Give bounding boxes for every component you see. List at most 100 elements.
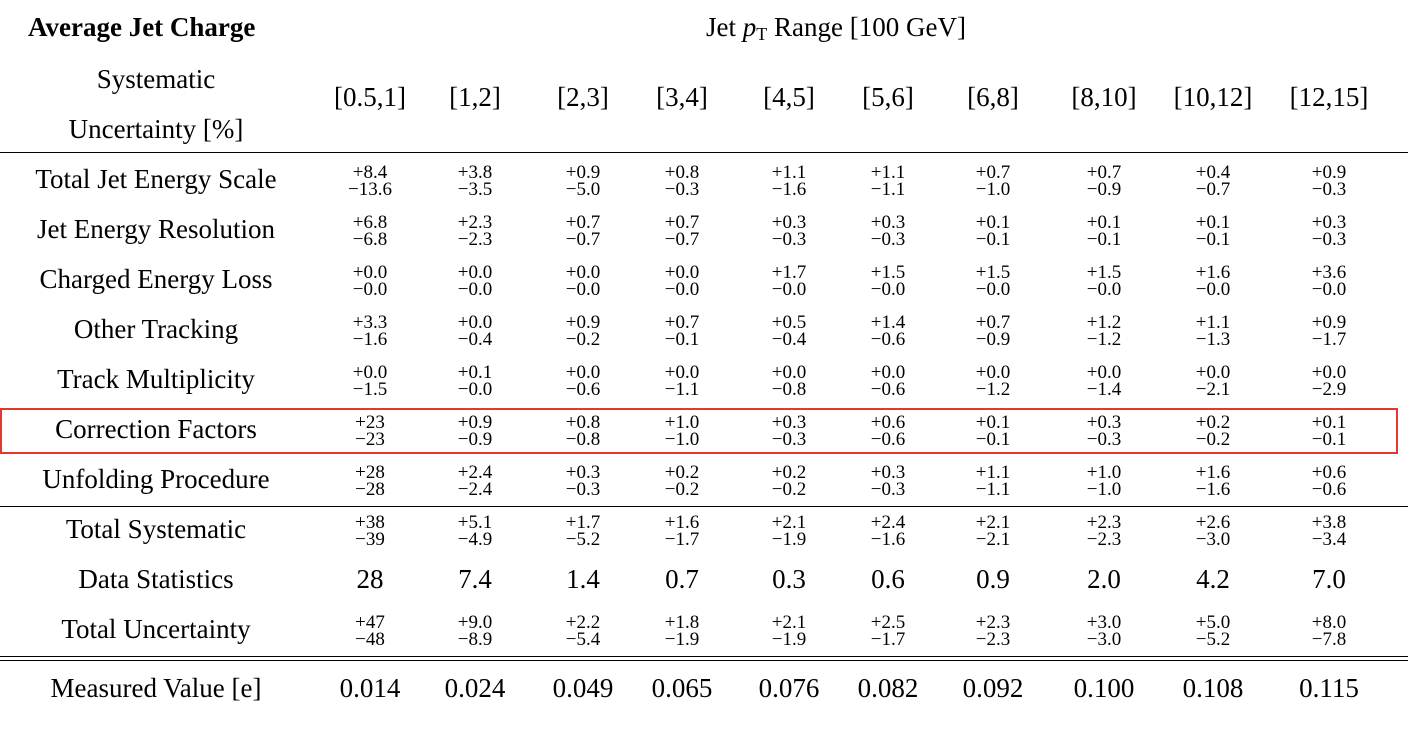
- upper-uncertainty: +38: [355, 512, 385, 533]
- upper-uncertainty: +5.0: [1195, 612, 1231, 633]
- lower-uncertainty: −48: [355, 629, 385, 650]
- measured-value-cell: 0.115: [1299, 673, 1359, 703]
- measured-value-cell: 0.082: [857, 673, 919, 703]
- table-cell: +1.7 −5.2: [565, 512, 601, 549]
- measured-value-cell: 0.065: [651, 673, 713, 703]
- lower-uncertainty: −39: [355, 529, 385, 550]
- lower-uncertainty: −1.2: [1086, 329, 1122, 350]
- lower-uncertainty: −1.0: [1086, 479, 1122, 500]
- upper-uncertainty: +0.9: [457, 412, 493, 433]
- upper-uncertainty: +0.8: [565, 412, 601, 433]
- lower-uncertainty: −1.1: [664, 379, 700, 400]
- table-cell: +0.1 −0.1: [975, 213, 1011, 250]
- lower-uncertainty: −23: [355, 429, 385, 450]
- lower-uncertainty: −3.0: [1195, 529, 1231, 550]
- lower-uncertainty: −1.6: [870, 529, 906, 550]
- upper-uncertainty: +2.1: [771, 512, 807, 533]
- lower-uncertainty: −0.2: [664, 479, 700, 500]
- lower-uncertainty: −0.1: [975, 229, 1011, 250]
- table-cell: +0.8 −0.3: [665, 163, 699, 199]
- upper-uncertainty: +0.7: [975, 312, 1011, 333]
- upper-uncertainty: +2.4: [457, 462, 493, 483]
- lower-uncertainty: −1.3: [1195, 329, 1231, 350]
- table-cell: +1.5 −0.0: [870, 262, 906, 300]
- range-header: [12,15]: [1289, 82, 1369, 112]
- upper-uncertainty: +3.8: [1311, 512, 1347, 533]
- rule-header: [0, 152, 1408, 153]
- range-header: [3,4]: [656, 82, 708, 112]
- upper-uncertainty: +0.7: [664, 312, 700, 333]
- upper-uncertainty: +3.0: [1086, 612, 1122, 633]
- table-cell: +0.9 −0.3: [1311, 162, 1347, 199]
- upper-uncertainty: +23: [355, 412, 385, 433]
- rule-double-top: [0, 656, 1408, 657]
- lower-uncertainty: −7.8: [1311, 629, 1347, 650]
- lower-uncertainty: −0.8: [771, 379, 807, 400]
- upper-uncertainty: +1.6: [1195, 462, 1231, 483]
- table-cell: +2.3 −2.3: [1086, 512, 1122, 549]
- table-cell: +0.7 −0.1: [664, 312, 700, 349]
- upper-uncertainty: +0.3: [771, 212, 807, 233]
- lower-uncertainty: −0.1: [1086, 229, 1122, 250]
- lower-uncertainty: −0.4: [771, 329, 807, 350]
- upper-uncertainty: +2.1: [975, 512, 1011, 533]
- lower-uncertainty: −1.2: [975, 379, 1011, 400]
- table-cell: +0.3 −0.3: [871, 213, 905, 249]
- lower-uncertainty: −0.3: [1311, 229, 1347, 250]
- table-cell: +8.4 −13.6: [348, 163, 392, 199]
- upper-uncertainty: +0.3: [771, 412, 807, 433]
- table-cell: +1.1 −1.3: [1195, 313, 1231, 350]
- upper-uncertainty: +2.3: [1086, 512, 1122, 533]
- table-cell: +0.7 −0.7: [565, 212, 601, 249]
- lower-uncertainty: −0.3: [870, 479, 906, 500]
- upper-uncertainty: +1.2: [1086, 312, 1122, 333]
- lower-uncertainty: −0.3: [1086, 429, 1122, 450]
- lower-uncertainty: −8.9: [457, 629, 493, 650]
- table-cell: +0.8 −0.8: [565, 412, 601, 449]
- table-cell: +1.2 −1.2: [1086, 312, 1122, 350]
- upper-uncertainty: +0.6: [1311, 462, 1347, 483]
- upper-uncertainty: +0.0: [565, 362, 601, 383]
- upper-uncertainty: +1.5: [870, 262, 906, 283]
- lower-uncertainty: −5.0: [565, 179, 601, 200]
- upper-uncertainty: +0.1: [1311, 412, 1347, 433]
- upper-uncertainty: +47: [355, 612, 385, 633]
- table-cell: +0.6 −0.6: [871, 413, 905, 449]
- table-cell: +0.0 −0.6: [870, 362, 906, 399]
- upper-uncertainty: +1.4: [870, 312, 906, 333]
- range-header: [2,3]: [557, 82, 609, 112]
- table-cell: +5.0 −5.2: [1195, 612, 1231, 649]
- table-cell: 4.2: [1196, 564, 1230, 594]
- table-cell: +0.9 −0.2: [566, 313, 600, 349]
- lower-uncertainty: −1.1: [870, 179, 906, 200]
- upper-uncertainty: +0.7: [565, 212, 601, 233]
- upper-uncertainty: +1.7: [565, 512, 601, 533]
- table-cell: +3.8 −3.4: [1311, 512, 1347, 549]
- table-cell: +2.3 −2.3: [976, 613, 1010, 649]
- lower-uncertainty: −1.6: [771, 179, 807, 200]
- upper-uncertainty: +1.0: [1086, 462, 1122, 483]
- lower-uncertainty: −3.5: [457, 179, 493, 200]
- table-cell: +0.0 −0.0: [665, 263, 699, 299]
- measured-value-cell: 0.108: [1182, 673, 1244, 703]
- table-cell: +1.1 −1.1: [870, 163, 906, 200]
- lower-uncertainty: −0.4: [457, 329, 493, 350]
- table-cell: +0.0 −2.9: [1312, 363, 1346, 399]
- upper-uncertainty: +0.1: [457, 362, 493, 383]
- upper-uncertainty: +0.0: [457, 262, 493, 283]
- lower-uncertainty: −0.9: [975, 329, 1011, 350]
- upper-uncertainty: +0.2: [664, 462, 700, 483]
- lower-uncertainty: −1.9: [771, 529, 807, 550]
- lower-uncertainty: −0.0: [457, 279, 493, 300]
- lower-uncertainty: −0.0: [565, 279, 601, 300]
- upper-uncertainty: +0.0: [870, 362, 906, 383]
- lower-uncertainty: −0.0: [870, 279, 906, 300]
- table-cell: +0.1 −0.1: [1086, 213, 1122, 250]
- upper-uncertainty: +2.3: [457, 212, 493, 233]
- table-cell: +0.3 −0.3: [771, 212, 807, 249]
- table-cell: +28 −28: [355, 463, 385, 499]
- table-cell: +0.3 −0.3: [1086, 413, 1122, 450]
- row-label: Data Statistics: [78, 564, 234, 594]
- upper-uncertainty: +0.9: [1311, 162, 1347, 183]
- upper-uncertainty: +1.0: [664, 412, 700, 433]
